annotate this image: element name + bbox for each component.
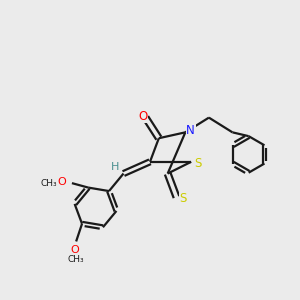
Text: CH₃: CH₃ xyxy=(68,255,84,264)
Text: S: S xyxy=(179,192,187,205)
Text: CH₃: CH₃ xyxy=(41,178,57,188)
Text: O: O xyxy=(70,245,79,255)
Text: N: N xyxy=(186,124,195,137)
Text: O: O xyxy=(57,177,66,187)
Text: O: O xyxy=(138,110,147,123)
Text: S: S xyxy=(194,157,201,170)
Text: H: H xyxy=(111,162,119,172)
